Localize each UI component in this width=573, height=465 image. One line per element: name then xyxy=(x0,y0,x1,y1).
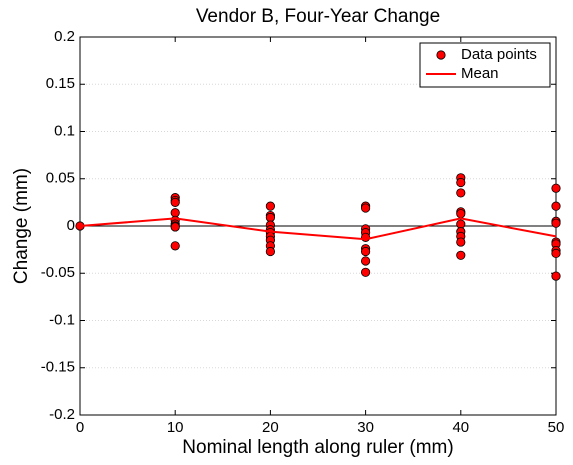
data-point xyxy=(456,250,466,260)
legend-marker xyxy=(436,50,446,60)
y-tick-label: -0.2 xyxy=(49,406,75,423)
y-tick-label: -0.05 xyxy=(41,264,75,281)
y-tick-label: 0.2 xyxy=(54,28,75,45)
legend-label: Mean xyxy=(461,65,499,82)
data-point xyxy=(360,203,371,213)
data-point xyxy=(265,246,275,257)
data-point xyxy=(360,256,371,266)
data-point xyxy=(551,271,561,281)
data-point xyxy=(551,248,561,259)
y-tick-label: 0.05 xyxy=(46,170,75,187)
data-point xyxy=(456,237,466,247)
y-tick-label: 0.15 xyxy=(46,75,75,92)
x-tick-label: 30 xyxy=(357,419,374,436)
data-point xyxy=(265,201,275,211)
data-point xyxy=(170,208,180,218)
y-axis-label: Change (mm) xyxy=(11,168,32,284)
data-point xyxy=(456,177,466,188)
y-tick-label: 0 xyxy=(67,217,75,234)
x-axis-label: Nominal length along ruler (mm) xyxy=(182,437,453,458)
data-point xyxy=(170,197,180,207)
mean-line xyxy=(79,217,557,241)
data-point xyxy=(551,218,561,228)
y-tick-label: 0.1 xyxy=(54,122,75,139)
x-tick-label: 50 xyxy=(548,419,565,436)
data-point xyxy=(456,209,466,219)
data-point xyxy=(360,267,371,277)
legend-box xyxy=(419,42,551,88)
data-point xyxy=(551,183,561,193)
data-point xyxy=(360,232,371,242)
legend-label: Data points xyxy=(461,46,537,63)
data-point xyxy=(456,219,466,229)
data-point xyxy=(360,246,371,257)
y-tick-label: -0.1 xyxy=(49,311,75,328)
chart-title: Vendor B, Four-Year Change xyxy=(196,6,440,27)
data-point xyxy=(265,212,275,223)
x-tick-label: 10 xyxy=(167,419,184,436)
x-tick-label: 20 xyxy=(262,419,279,436)
data-point xyxy=(170,222,180,232)
data-point xyxy=(456,188,466,198)
data-point xyxy=(170,241,180,251)
data-point xyxy=(551,201,561,211)
x-tick-label: 40 xyxy=(452,419,469,436)
y-tick-label: -0.15 xyxy=(41,359,75,376)
x-tick-label: 0 xyxy=(76,419,84,436)
